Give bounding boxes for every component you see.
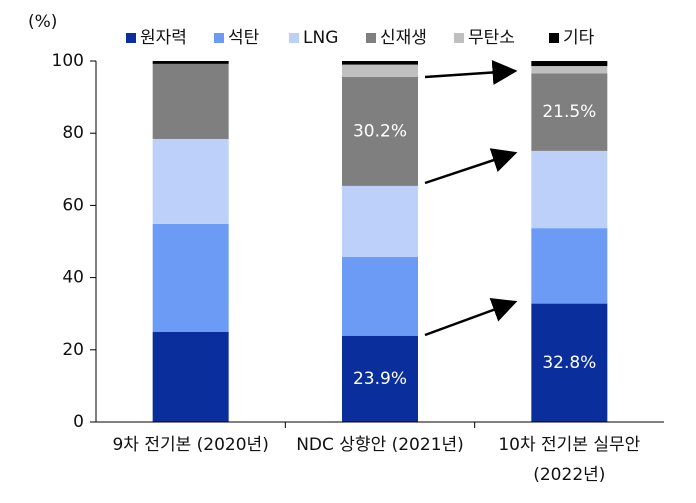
bar-segment xyxy=(531,61,608,67)
y-tick-label: 60 xyxy=(62,195,84,215)
bar-segment xyxy=(152,138,229,224)
bar-segment xyxy=(152,61,229,64)
bar-segment xyxy=(531,150,608,229)
legend-label: 원자력 xyxy=(140,28,187,48)
legend-label: 신재생 xyxy=(380,28,427,48)
y-tick-label: 40 xyxy=(62,268,84,288)
bar-segment xyxy=(531,73,608,151)
bar-segment xyxy=(342,76,418,186)
bar-segment xyxy=(531,66,608,74)
x-tick-label: 10차 전기본 실무안 (2022년) xyxy=(498,435,641,485)
legend-label: 기타 xyxy=(563,28,595,48)
x-tick-label: NDC 상향안 (2021년) xyxy=(296,435,464,455)
x-tick-label: 9차 전기본 (2020년) xyxy=(112,435,269,455)
bar-segment xyxy=(152,223,229,332)
arrow xyxy=(424,60,518,85)
legend-swatch xyxy=(549,33,559,43)
y-axis-label: (%) xyxy=(28,12,57,32)
bar-segment xyxy=(531,228,608,304)
y-tick-label: 20 xyxy=(62,340,84,360)
bar-segment xyxy=(152,331,229,422)
y-tick-label: 0 xyxy=(73,412,84,432)
bar-segment xyxy=(152,63,229,139)
bar-segment xyxy=(342,64,418,77)
legend-swatch xyxy=(454,33,464,43)
bar-segment xyxy=(342,185,418,258)
legend-label: 무탄소 xyxy=(468,28,515,48)
legend-swatch xyxy=(126,33,136,43)
legend-label: LNG xyxy=(303,28,338,48)
bar-segment xyxy=(342,335,418,422)
data-label: 32.8% xyxy=(542,353,596,373)
legend-label: 석탄 xyxy=(228,28,260,48)
bar-segment xyxy=(342,61,418,65)
data-label: 23.9% xyxy=(353,369,407,389)
arrow xyxy=(424,298,518,337)
arrow xyxy=(424,148,518,185)
y-tick-label: 80 xyxy=(62,123,84,143)
bar-segment xyxy=(531,303,608,422)
legend-swatch xyxy=(289,33,299,43)
data-label: 21.5% xyxy=(542,102,596,122)
data-label: 30.2% xyxy=(353,121,407,141)
y-tick-label: 100 xyxy=(52,51,84,71)
legend-swatch xyxy=(366,33,376,43)
legend-swatch xyxy=(214,33,224,43)
bar-segment xyxy=(342,257,418,336)
